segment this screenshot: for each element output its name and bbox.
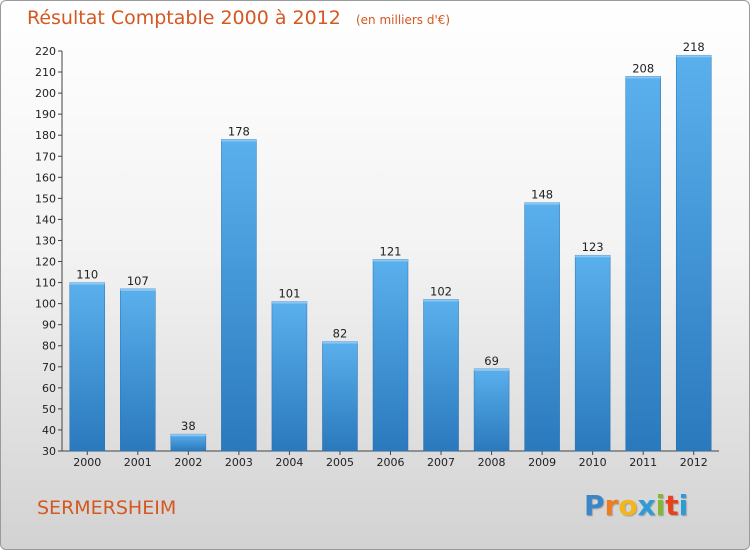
commune-name: SERMERSHEIM — [37, 497, 177, 519]
chart-labels: 2000 110 2001 107 2002 38 2003 178 2004 101 2005 82… — [73, 40, 707, 469]
y-tick-label: 180 — [35, 129, 56, 142]
chart-bars — [69, 54, 712, 452]
data-label: 178 — [228, 124, 250, 138]
bar-2006 — [372, 259, 409, 452]
y-tick-label: 90 — [42, 319, 56, 332]
bar-2007 — [423, 299, 459, 452]
data-label: 110 — [76, 268, 98, 282]
y-tick-label: 70 — [42, 361, 56, 374]
bar-highlight — [69, 282, 105, 285]
bar-highlight — [373, 259, 408, 262]
bar-2002 — [170, 433, 207, 452]
y-tick-label: 200 — [35, 87, 56, 100]
logo-letter: x — [637, 489, 656, 522]
data-label: 69 — [484, 354, 499, 368]
y-tick-label: 150 — [35, 192, 56, 205]
y-tick-label: 190 — [35, 108, 56, 121]
chart-title: Résultat Comptable 2000 à 2012 — [27, 7, 341, 29]
x-tick-label: 2005 — [326, 456, 354, 469]
x-tick-label: 2006 — [377, 456, 405, 469]
data-label: 102 — [430, 284, 452, 298]
data-label: 38 — [181, 419, 196, 433]
data-label: 123 — [582, 240, 604, 254]
bar-highlight — [676, 55, 712, 58]
bar-highlight — [271, 301, 307, 304]
data-label: 218 — [683, 40, 705, 54]
data-label: 82 — [333, 327, 348, 341]
bar-2005 — [322, 341, 358, 452]
bar-2012 — [675, 54, 712, 452]
x-tick-label: 2011 — [629, 456, 657, 469]
bar-2000 — [69, 282, 106, 452]
logo-letter: t — [665, 489, 679, 522]
x-tick-label: 2002 — [174, 456, 202, 469]
data-label: 101 — [278, 287, 300, 301]
y-tick-label: 220 — [35, 45, 56, 58]
y-tick-label: 210 — [35, 66, 56, 79]
x-tick-label: 2000 — [73, 456, 101, 469]
y-tick-label: 140 — [35, 213, 56, 226]
bar-highlight — [524, 202, 560, 205]
y-tick-label: 80 — [42, 340, 56, 353]
logo-letter: i — [678, 489, 689, 522]
proxiti-logo: Proxiti — [584, 489, 688, 522]
bar-2010 — [574, 254, 611, 452]
logo-letter: P — [584, 489, 605, 522]
data-label: 148 — [531, 188, 553, 202]
x-tick-label: 2004 — [275, 456, 303, 469]
y-tick-label: 100 — [35, 298, 56, 311]
data-label: 208 — [632, 61, 654, 75]
bar-2011 — [625, 76, 661, 452]
x-tick-label: 2010 — [579, 456, 607, 469]
bar-highlight — [474, 368, 510, 371]
bar-highlight — [625, 76, 661, 79]
x-tick-label: 2012 — [680, 456, 708, 469]
y-tick-label: 60 — [42, 382, 56, 395]
logo-letter: r — [604, 489, 619, 522]
bar-highlight — [120, 288, 156, 291]
bar-highlight — [575, 255, 611, 258]
bar-2008 — [473, 368, 510, 452]
bar-2003 — [221, 139, 257, 452]
y-tick-label: 160 — [35, 171, 56, 184]
bar-highlight — [423, 299, 459, 302]
bar-highlight — [322, 341, 358, 344]
x-tick-label: 2009 — [528, 456, 556, 469]
data-label: 121 — [380, 244, 402, 258]
logo-letter: i — [655, 489, 666, 522]
y-tick-label: 130 — [35, 234, 56, 247]
x-tick-label: 2008 — [478, 456, 506, 469]
x-tick-label: 2001 — [124, 456, 152, 469]
bar-2009 — [524, 202, 560, 452]
bar-2001 — [120, 288, 156, 452]
x-tick-label: 2003 — [225, 456, 253, 469]
bar-highlight — [170, 434, 206, 437]
y-tick-label: 40 — [42, 424, 56, 437]
y-tick-label: 120 — [35, 256, 56, 269]
y-tick-label: 50 — [42, 403, 56, 416]
data-label: 107 — [127, 274, 149, 288]
title-row: Résultat Comptable 2000 à 2012 (en milli… — [27, 7, 450, 29]
chart-subtitle: (en milliers d'€) — [355, 13, 451, 27]
logo-letter: o — [618, 489, 638, 522]
y-tick-label: 30 — [42, 445, 56, 458]
bar-highlight — [221, 139, 257, 142]
bar-2004 — [271, 301, 308, 452]
y-tick-label: 170 — [35, 150, 56, 163]
y-tick-label: 110 — [35, 277, 56, 290]
x-tick-label: 2007 — [427, 456, 455, 469]
